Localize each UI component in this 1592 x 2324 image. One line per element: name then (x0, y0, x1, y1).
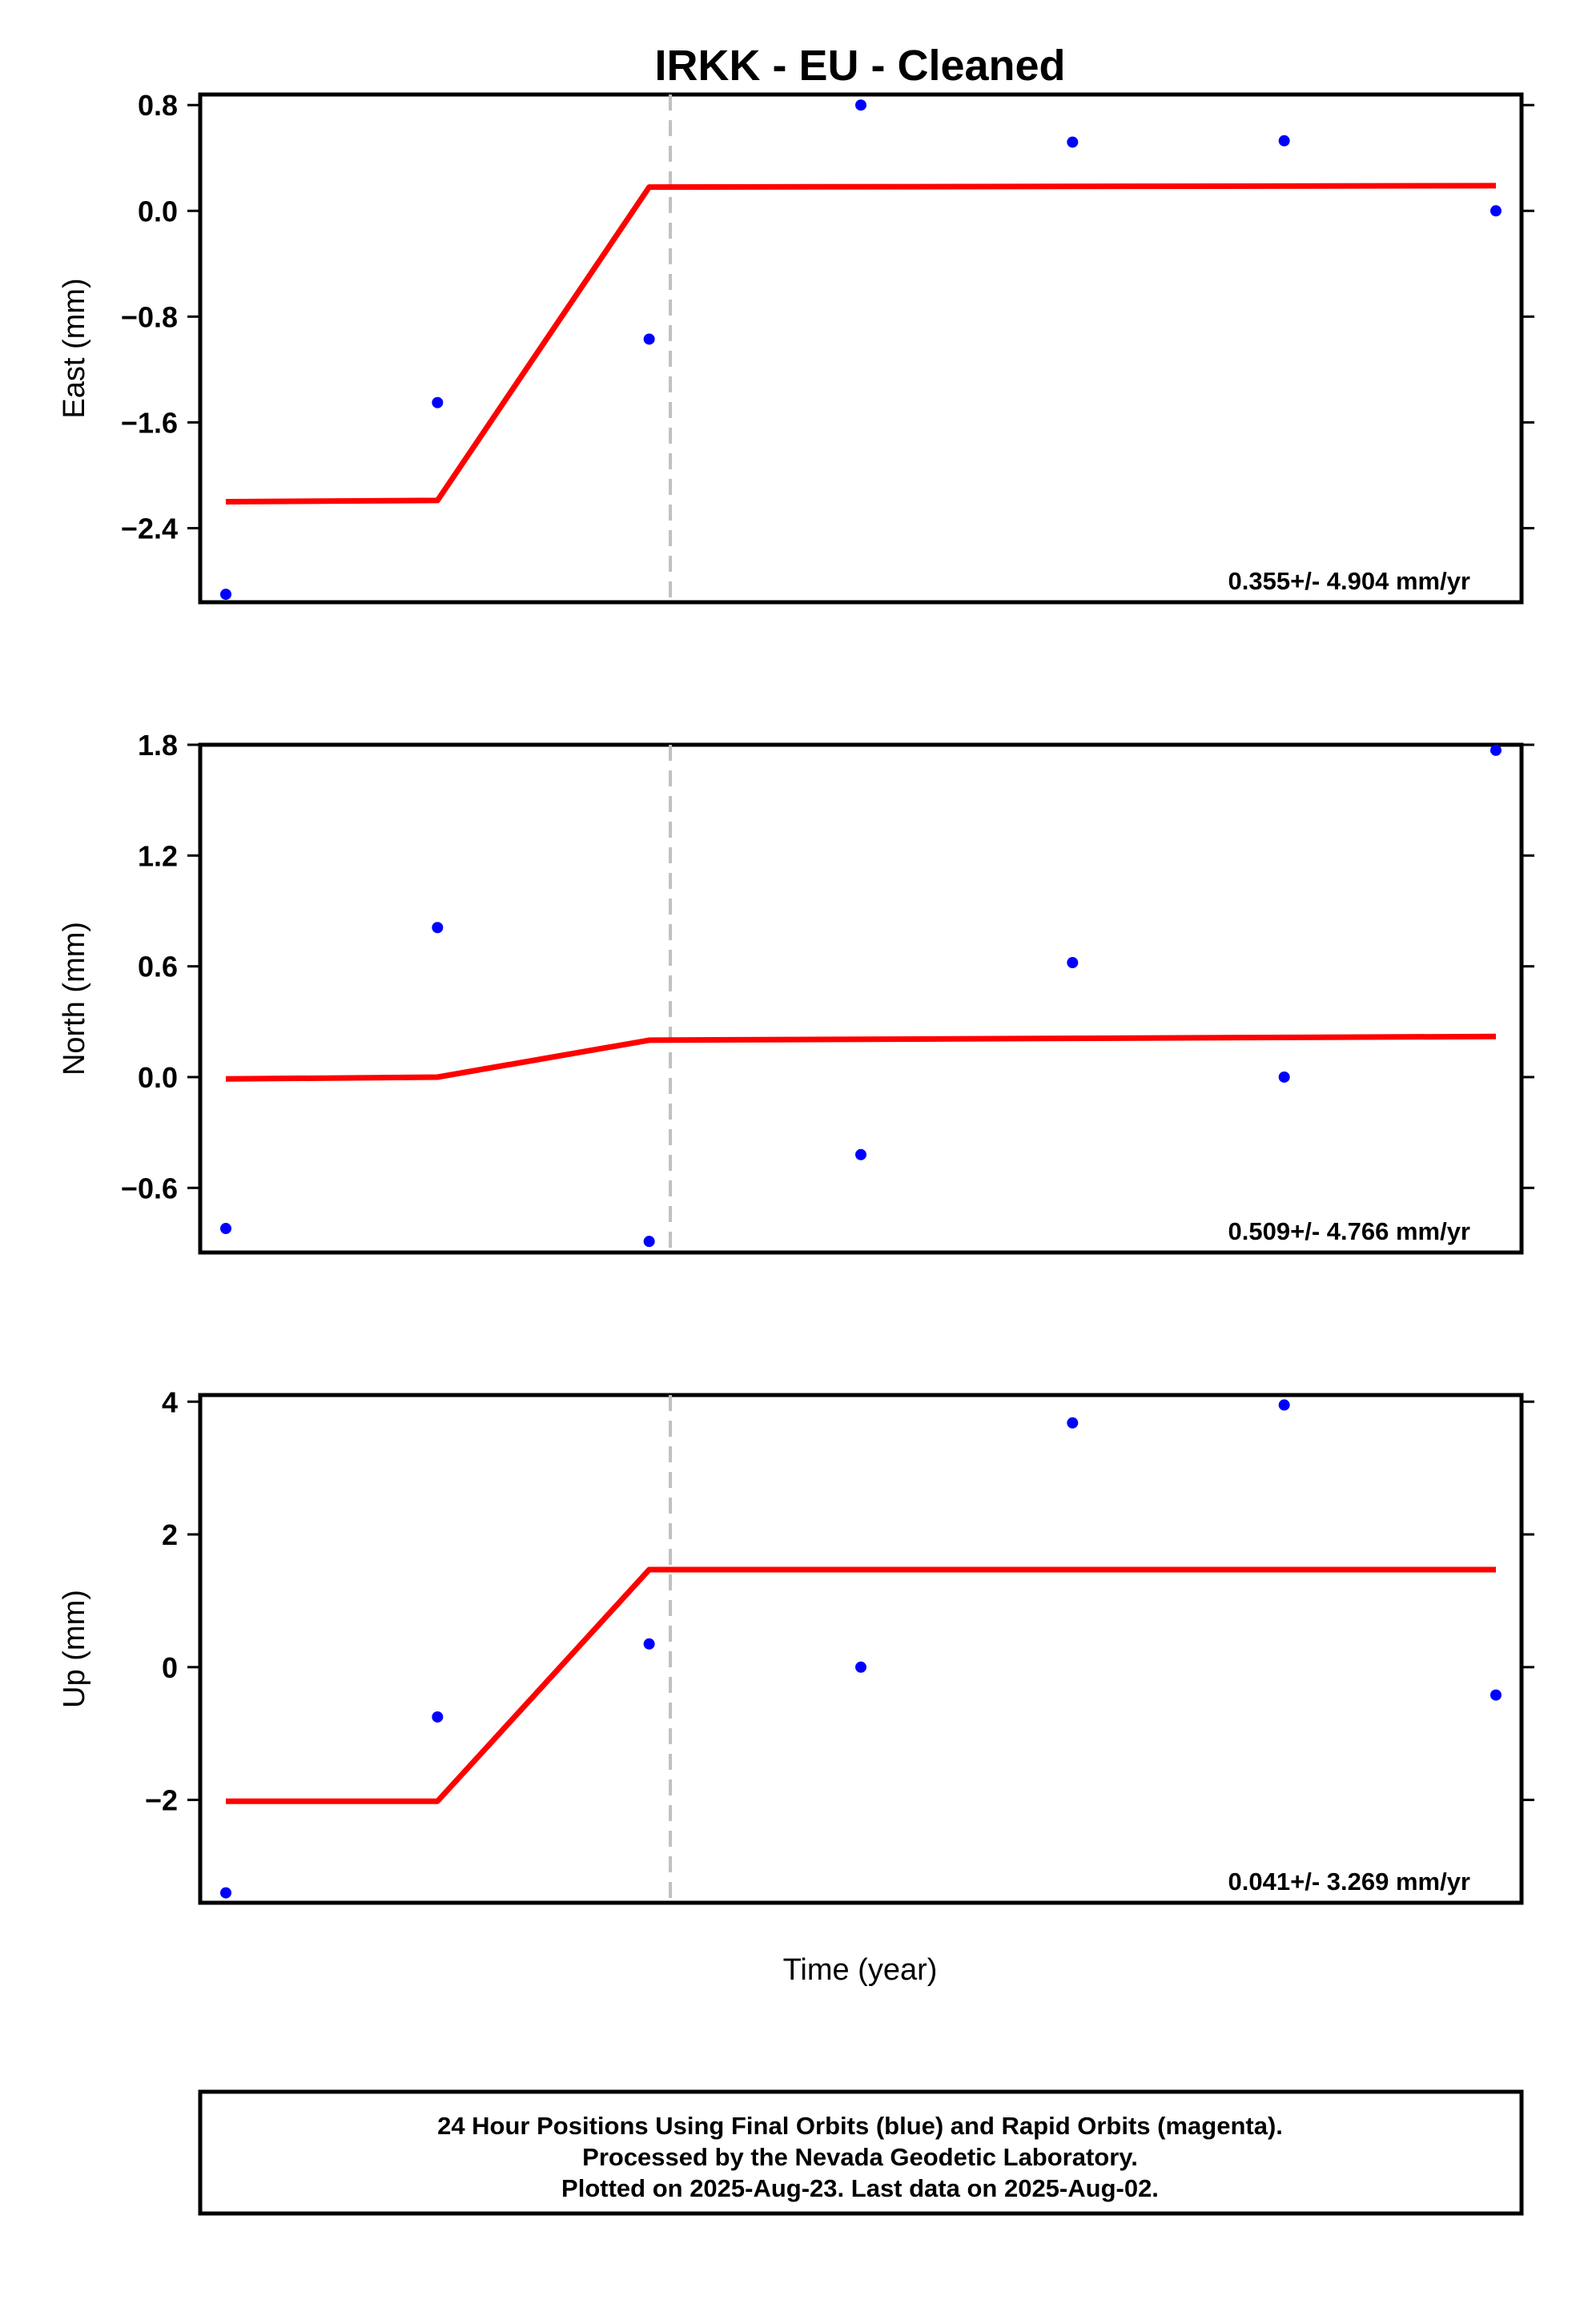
y-tick-label: 0.0 (138, 1061, 178, 1094)
data-point (643, 1638, 655, 1650)
y-tick-label: 0 (162, 1651, 178, 1684)
rate-label: 0.355+/- 4.904 mm/yr (1228, 567, 1470, 595)
y-tick-label: −1.6 (121, 406, 178, 439)
y-tick-label: 2 (162, 1518, 178, 1551)
y-tick-label: 0.8 (138, 89, 178, 122)
data-point (855, 1661, 866, 1673)
data-point (1490, 1689, 1502, 1701)
y-axis-label: Up (mm) (58, 1590, 91, 1708)
footer-line-2: Processed by the Nevada Geodetic Laborat… (582, 2143, 1138, 2171)
footer-box: 24 Hour Positions Using Final Orbits (bl… (198, 2089, 1524, 2216)
panel-frame (198, 92, 1524, 605)
y-tick-label: −0.8 (121, 300, 178, 333)
x-axis-label: Time (year) (783, 1953, 938, 1987)
y-tick-label: −2.4 (121, 513, 178, 545)
y-tick-label: −0.6 (121, 1172, 178, 1204)
data-point (432, 922, 444, 934)
y-tick-label: −2 (145, 1784, 178, 1817)
footer-line-1: 24 Hour Positions Using Final Orbits (bl… (437, 2112, 1283, 2140)
y-axis-label: East (mm) (58, 278, 91, 418)
rate-label: 0.509+/- 4.766 mm/yr (1228, 1217, 1470, 1245)
y-tick-label: 0.6 (138, 951, 178, 983)
data-point (855, 99, 866, 111)
data-point (220, 1887, 231, 1899)
data-point (855, 1148, 866, 1160)
y-tick-label: 1.8 (138, 729, 178, 762)
panels-group: 0.8 0.0 −0.8 −1.6 −2.4 East (mm) 0.355+/- 4.90… (58, 89, 1534, 1905)
data-point (220, 1223, 231, 1235)
fit-line (225, 183, 1497, 505)
y-axis-label: North (mm) (58, 922, 91, 1076)
data-point (1278, 1071, 1290, 1083)
panel-frame (198, 1393, 1524, 1905)
panel-3: 4 2 0 −2 Up (mm) 0.041+/- 3.269 mm/yr (58, 1385, 1534, 1905)
panel-2: 1.8 1.2 0.6 0.0 −0.6 North (mm) 0.509+/- 4.766… (58, 729, 1534, 1255)
rate-label: 0.041+/- 3.269 mm/yr (1228, 1868, 1470, 1896)
footer-line-3: Plotted on 2025-Aug-23. Last data on 202… (561, 2174, 1159, 2202)
data-point (1278, 135, 1290, 147)
y-tick-label: 0.0 (138, 195, 178, 227)
panel-1: 0.8 0.0 −0.8 −1.6 −2.4 East (mm) 0.355+/- 4.90… (58, 89, 1534, 605)
fit-line (225, 1033, 1497, 1082)
y-tick-label: 4 (162, 1385, 178, 1418)
data-point (432, 1711, 444, 1723)
data-point (1278, 1399, 1290, 1411)
data-point (1067, 136, 1079, 148)
data-point (1067, 957, 1079, 969)
data-point (643, 1236, 655, 1248)
panel-frame (198, 742, 1524, 1255)
y-tick-label: 1.2 (138, 839, 178, 872)
fit-line (226, 1566, 1496, 1804)
data-point (643, 333, 655, 345)
data-point (1490, 205, 1502, 217)
data-point (1490, 744, 1502, 756)
data-point (220, 589, 231, 601)
footer-frame (198, 2089, 1524, 2216)
data-point (432, 396, 444, 408)
chart-title: IRKK - EU - Cleaned (654, 42, 1065, 90)
data-point (1067, 1417, 1079, 1429)
